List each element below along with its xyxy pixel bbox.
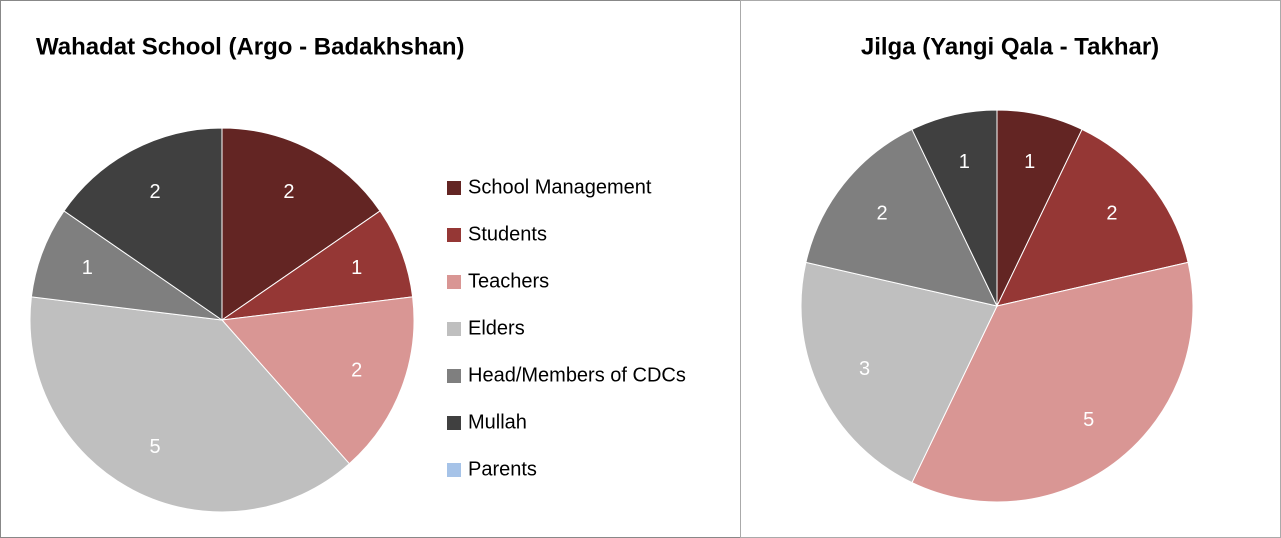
pie-slice xyxy=(220,296,415,465)
legend-label: Parents xyxy=(468,458,537,480)
data-label: 2 xyxy=(283,181,294,203)
pie-slice xyxy=(911,261,1194,503)
legend-swatch xyxy=(447,416,461,430)
data-label: 1 xyxy=(351,257,362,279)
legend-swatch xyxy=(447,322,461,336)
legend-swatch xyxy=(447,463,461,477)
data-label: 1 xyxy=(82,257,93,279)
data-label: 2 xyxy=(351,359,362,381)
data-label: 5 xyxy=(1083,409,1094,431)
data-label: 2 xyxy=(1106,203,1117,225)
legend-label: Mullah xyxy=(468,411,527,433)
chart-title: Wahadat School (Argo - Badakhshan) xyxy=(36,33,464,60)
pie-slice xyxy=(63,127,223,321)
pie-slice xyxy=(911,109,998,307)
chart-title: Jilga (Yangi Qala - Takhar) xyxy=(861,33,1159,60)
pie-slice xyxy=(30,210,223,321)
data-label: 5 xyxy=(150,436,161,458)
data-label: 2 xyxy=(877,203,888,225)
pie-slice xyxy=(29,296,351,513)
legend-swatch xyxy=(447,181,461,195)
legend-label: Head/Members of CDCs xyxy=(468,364,686,386)
pie-slice xyxy=(805,128,998,307)
pie-slice xyxy=(996,128,1189,307)
data-label: 2 xyxy=(150,181,161,203)
legend-label: Students xyxy=(468,223,547,245)
legend-label: Teachers xyxy=(468,270,549,292)
data-label: 1 xyxy=(959,151,970,173)
pie-slice xyxy=(221,127,381,321)
pie-slice xyxy=(221,210,414,321)
data-label: 3 xyxy=(859,358,870,380)
legend-label: School Management xyxy=(468,176,652,198)
legend-swatch xyxy=(447,369,461,383)
pie-slice xyxy=(800,261,998,484)
legend-label: Elders xyxy=(468,317,525,339)
data-label: 1 xyxy=(1024,151,1035,173)
legend-swatch xyxy=(447,275,461,289)
legend-swatch xyxy=(447,228,461,242)
